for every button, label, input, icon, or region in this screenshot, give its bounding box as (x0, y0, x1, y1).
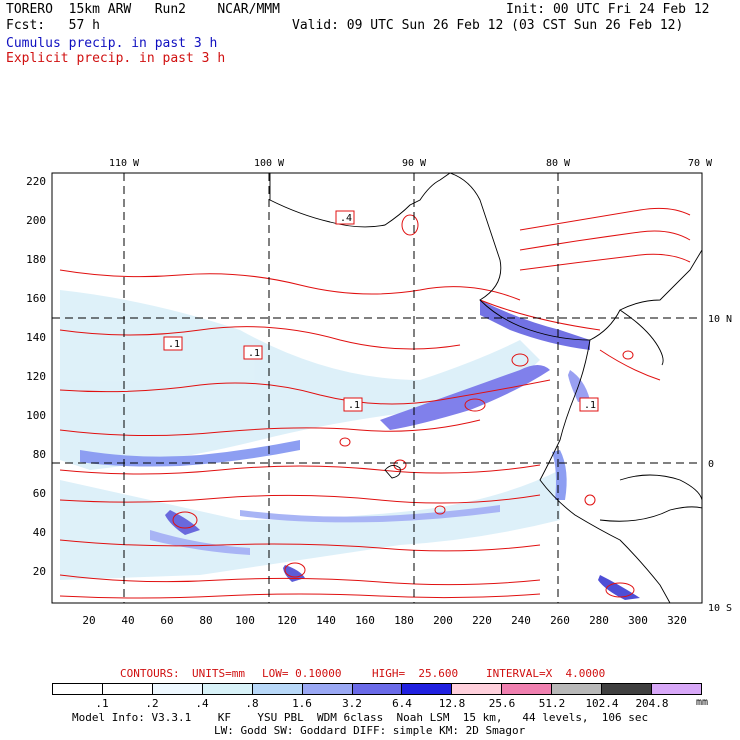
scale-swatch (602, 684, 653, 694)
contours-low: LOW= 0.10000 (262, 667, 342, 680)
scale-label: 6.4 (392, 697, 412, 710)
scale-swatch (202, 684, 253, 694)
y-tick: 60 (33, 487, 46, 500)
scale-label: .4 (195, 697, 209, 710)
scale-swatch (552, 684, 603, 694)
scale-label: 102.4 (585, 697, 619, 710)
lat-label: 0 (708, 459, 714, 470)
lat-lon-grid (52, 173, 702, 603)
map-frame (51, 172, 703, 604)
contour-label-boxes (163, 210, 599, 412)
y-tick: 120 (26, 370, 46, 383)
contour-label: .4 (340, 213, 352, 224)
cumulus-precip-shading (60, 290, 640, 600)
scale-label: 51.2 (538, 697, 566, 710)
explicit-precip-contours (59, 207, 691, 599)
lon-label: 110 W (109, 158, 140, 169)
contour-label: .1 (248, 348, 260, 359)
lon-label: 90 W (402, 158, 427, 169)
lon-label: 100 W (254, 158, 285, 169)
scale-swatch (252, 684, 303, 694)
x-tick: 280 (589, 614, 609, 627)
scale-label: 1.6 (292, 697, 312, 710)
scale-label: 204.8 (635, 697, 669, 710)
scale-swatch (152, 684, 203, 694)
contours-interval: INTERVAL=X 4.0000 (486, 667, 606, 680)
contours-high: HIGH= 25.600 (372, 667, 459, 680)
coastlines (269, 173, 702, 603)
valid-time: Valid: 09 UTC Sun 26 Feb 12 (03 CST Sun … (292, 18, 684, 33)
scale-label: 3.2 (342, 697, 362, 710)
lon-label: 70 W (688, 158, 713, 169)
contour-label: .1 (168, 339, 180, 350)
scale-label: 12.8 (438, 697, 466, 710)
lat-label: 10 S (708, 603, 732, 614)
model-title: TORERO 15km ARW Run2 NCAR/MMM (6, 2, 280, 17)
x-tick: 220 (472, 614, 492, 627)
scale-label: 25.6 (488, 697, 516, 710)
y-tick: 80 (33, 448, 46, 461)
x-tick: 140 (316, 614, 336, 627)
x-tick: 40 (121, 614, 134, 627)
lon-label: 80 W (546, 158, 571, 169)
scale-swatch (352, 684, 403, 694)
init-time: Init: 00 UTC Fri 24 Feb 12 (506, 2, 710, 17)
contours-label: CONTOURS: (120, 667, 180, 680)
color-scale-bar (52, 683, 702, 695)
scale-label: .1 (95, 697, 109, 710)
x-tick: 260 (550, 614, 570, 627)
x-tick: 160 (355, 614, 375, 627)
precip-map: .4 .1 .1 .1 .1 110 W 100 W 90 W 80 W 70 … (26, 158, 732, 627)
scale-unit: mm (696, 697, 709, 708)
contour-label: .1 (348, 400, 360, 411)
scale-label: .2 (145, 697, 159, 710)
scale-label: .8 (245, 697, 259, 710)
x-tick: 240 (511, 614, 531, 627)
scale-swatch (53, 684, 103, 694)
y-tick: 220 (26, 175, 46, 188)
physics-info: LW: Godd SW: Goddard DIFF: simple KM: 2D… (214, 724, 526, 737)
y-tick: 100 (26, 409, 46, 422)
scale-swatch (302, 684, 353, 694)
x-tick: 180 (394, 614, 414, 627)
scale-swatch (102, 684, 153, 694)
x-tick: 120 (277, 614, 297, 627)
forecast-hour: Fcst: 57 h (6, 18, 100, 33)
x-tick: 200 (433, 614, 453, 627)
x-tick: 320 (667, 614, 687, 627)
cumulus-legend: Cumulus precip. in past 3 h (6, 36, 218, 51)
explicit-legend: Explicit precip. in past 3 h (6, 51, 226, 66)
model-info: Model Info: V3.3.1 KF YSU PBL WDM 6class… (72, 711, 649, 724)
lat-label: 10 N (708, 314, 732, 325)
x-tick: 100 (235, 614, 255, 627)
x-tick: 60 (160, 614, 173, 627)
y-tick: 160 (26, 292, 46, 305)
scale-swatch (452, 684, 503, 694)
y-tick: 40 (33, 526, 46, 539)
y-tick: 20 (33, 565, 46, 578)
x-tick: 80 (199, 614, 212, 627)
y-tick: 200 (26, 214, 46, 227)
scale-swatch (402, 684, 453, 694)
scale-swatch (502, 684, 553, 694)
contour-label: .1 (584, 400, 596, 411)
scale-swatch (652, 684, 701, 694)
x-tick: 300 (628, 614, 648, 627)
contours-units: UNITS=mm (192, 667, 245, 680)
y-tick: 180 (26, 253, 46, 266)
y-tick: 140 (26, 331, 46, 344)
x-tick: 20 (82, 614, 95, 627)
